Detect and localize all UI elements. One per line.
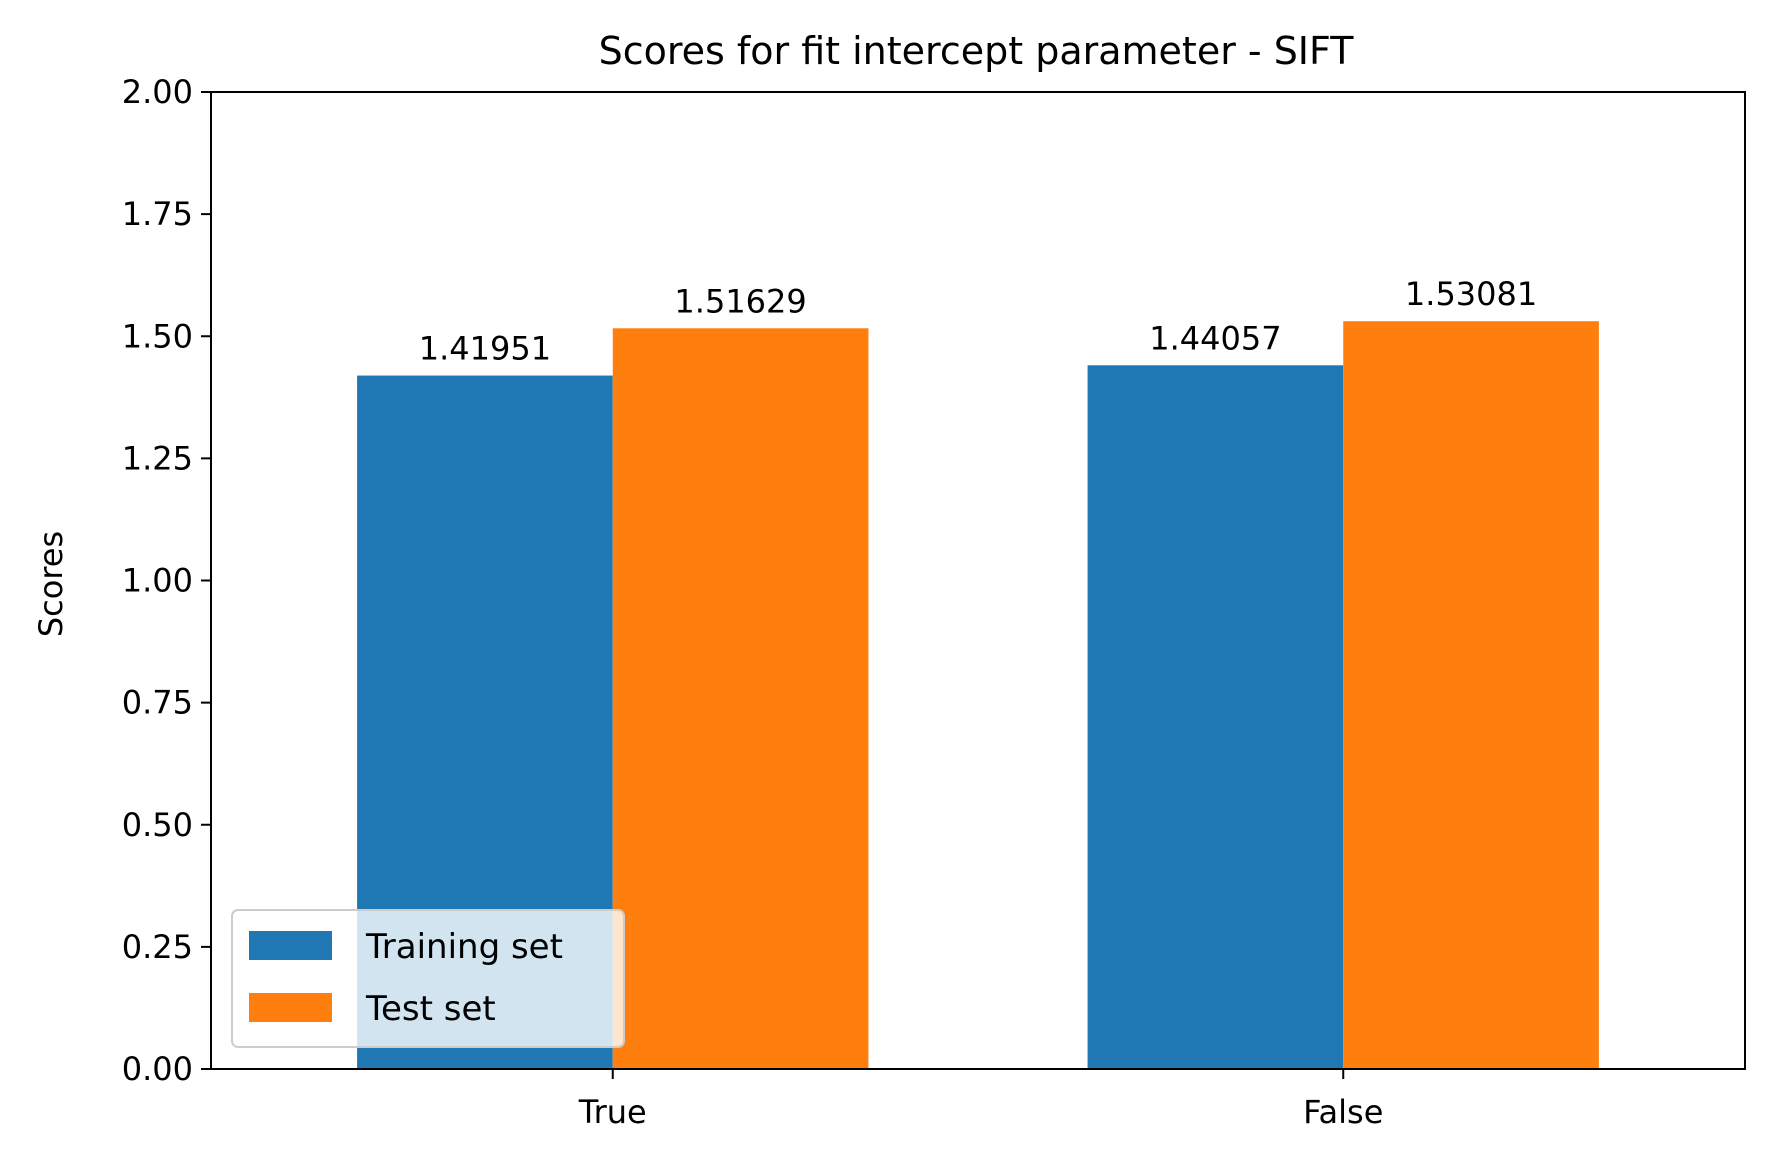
x-tick-label: False <box>1303 1093 1383 1131</box>
data-labels-layer: 1.41951 1.44057 1.51629 1.53081 <box>419 275 1537 367</box>
y-tick-label: 1.75 <box>122 195 193 233</box>
y-tick-label: 1.50 <box>122 317 193 355</box>
legend-label: Training set <box>365 927 563 967</box>
bar-test-false <box>1343 321 1599 1069</box>
legend-swatch <box>249 931 332 960</box>
legend-label: Test set <box>365 989 496 1029</box>
data-label: 1.53081 <box>1405 275 1537 313</box>
y-tick-label: 0.25 <box>122 928 193 966</box>
y-tick-label: 0.00 <box>122 1050 193 1088</box>
y-tick-label: 0.75 <box>122 684 193 722</box>
x-tick-label: True <box>578 1093 647 1131</box>
y-tick-label: 2.00 <box>122 73 193 111</box>
y-tick-label: 1.00 <box>122 562 193 600</box>
y-tick-label: 1.25 <box>122 439 193 477</box>
data-label: 1.41951 <box>419 330 551 368</box>
x-axis-ticks: True False <box>578 1069 1383 1131</box>
bar-training-false <box>1087 365 1344 1069</box>
legend: Training set Test set <box>231 909 625 1048</box>
bars-layer <box>357 321 1599 1070</box>
y-tick-label: 0.50 <box>122 806 193 844</box>
data-label: 1.51629 <box>674 282 806 320</box>
bar-test-true <box>612 328 869 1069</box>
data-label: 1.44057 <box>1149 319 1281 357</box>
y-axis-label: Scores <box>32 531 70 637</box>
chart-title: Scores for fit intercept parameter - SIF… <box>599 29 1355 73</box>
y-axis-ticks: 0.00 0.25 0.50 0.75 1.00 1.25 1.50 1.75 2.00 <box>122 73 211 1088</box>
legend-swatch <box>249 993 332 1022</box>
